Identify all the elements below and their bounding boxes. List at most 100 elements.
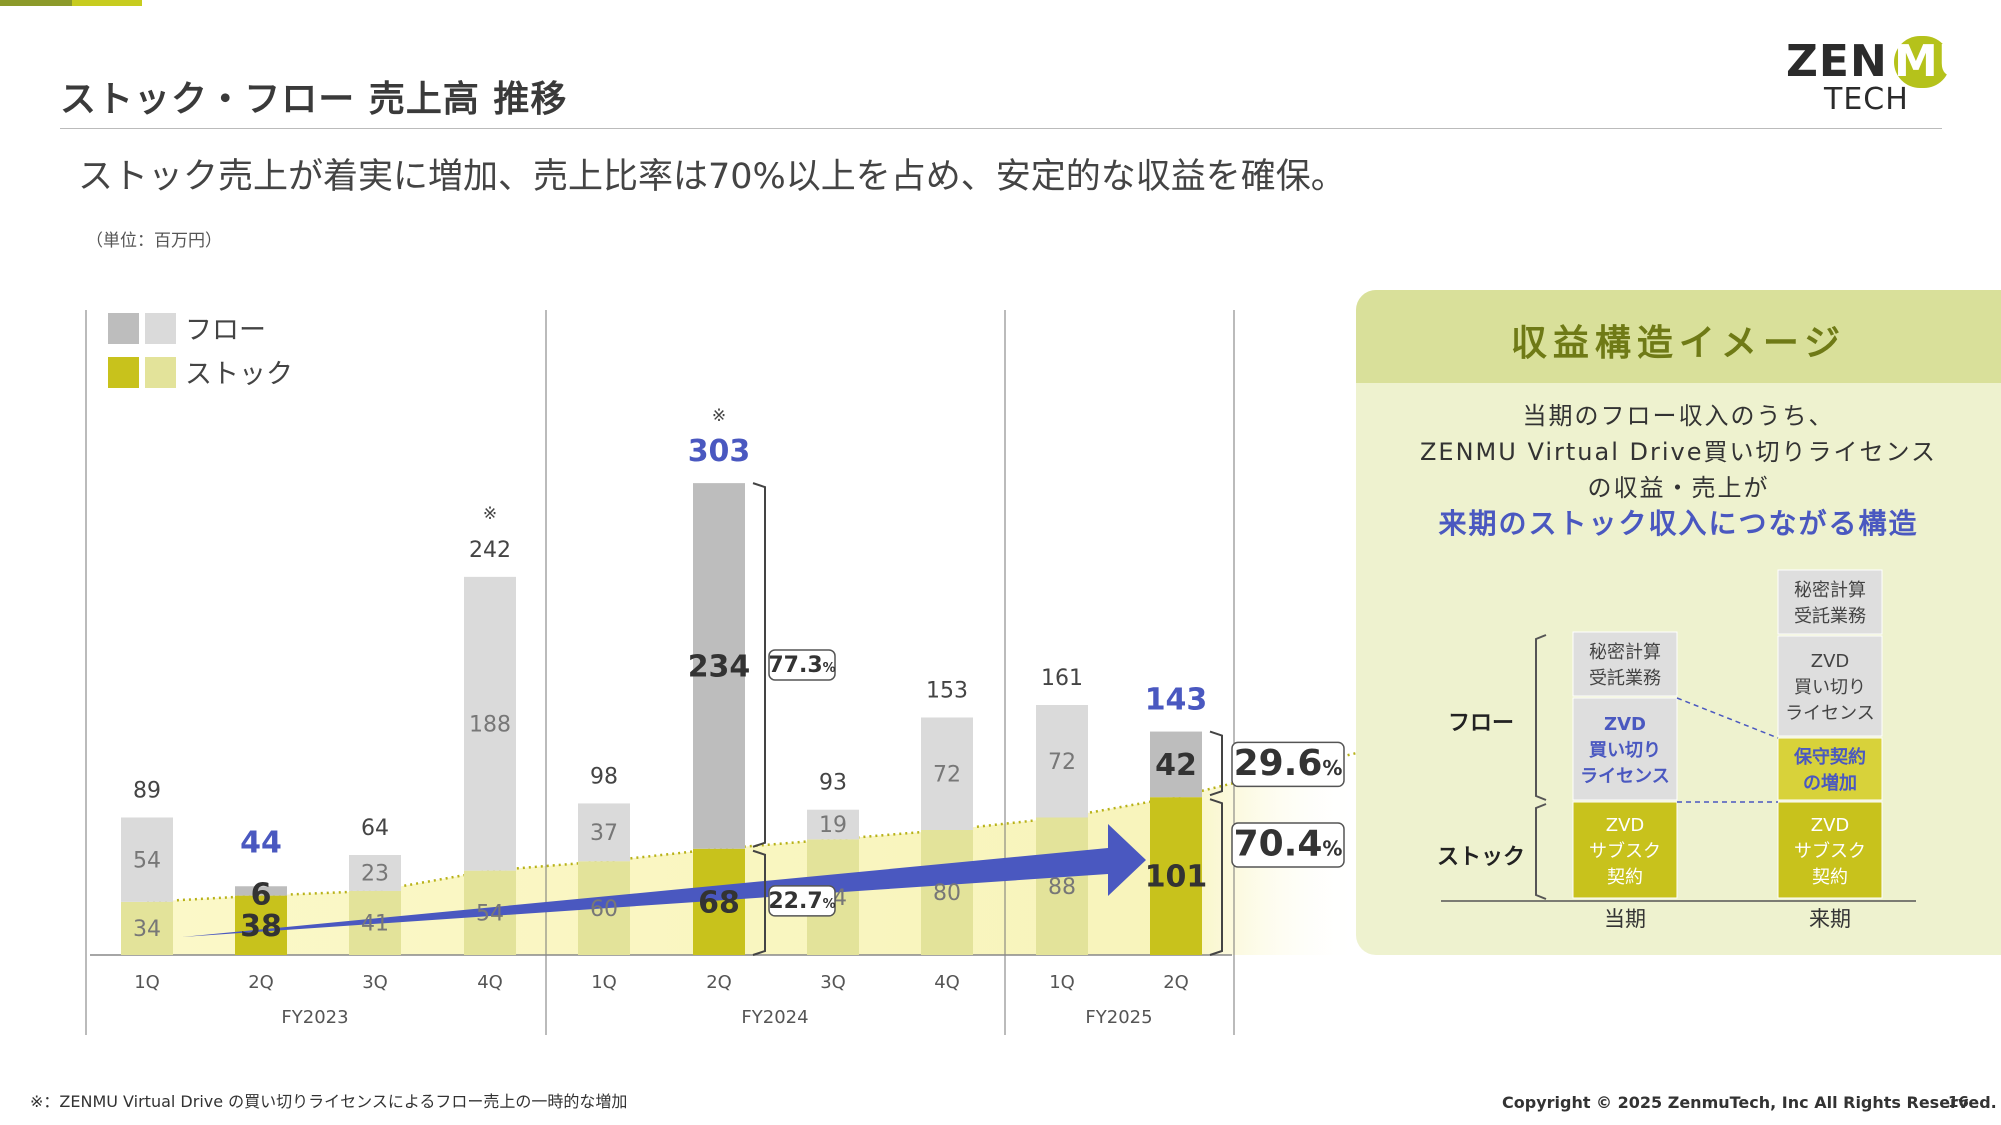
legend-swatch-stock-dark bbox=[108, 357, 139, 388]
flow-bar bbox=[1150, 731, 1202, 798]
stock-brace bbox=[1535, 803, 1547, 900]
stock-ratio-value: 70.4% bbox=[1234, 824, 1343, 865]
page-number: 16 bbox=[1948, 1093, 1969, 1111]
total-value-label: 303 bbox=[688, 434, 751, 469]
structure-block-text: ZVD bbox=[1606, 815, 1645, 836]
structure-block-text: 契約 bbox=[1812, 867, 1848, 888]
structure-block-text: サブスク bbox=[1794, 840, 1866, 862]
logo-text-mu: MU bbox=[1894, 36, 1974, 88]
structure-column-label: 来期 bbox=[1809, 907, 1851, 931]
stock-bar bbox=[121, 901, 173, 955]
stock-value-label: 80 bbox=[933, 881, 961, 906]
structure-block-text: 保守契約 bbox=[1793, 746, 1866, 768]
fiscal-year-label: FY2023 bbox=[281, 1007, 348, 1028]
flow-bar bbox=[807, 809, 859, 840]
stock-ratio-box bbox=[1231, 822, 1345, 868]
revenue-structure-panel: 収益構造イメージ 当期のフロー収入のうち、 ZENMU Virtual Driv… bbox=[1356, 290, 2001, 955]
panel-highlight-text: 来期のストック収入につながる構造 bbox=[1438, 507, 1919, 540]
flow-bar bbox=[693, 483, 745, 849]
fiscal-year-label: FY2025 bbox=[1085, 1007, 1152, 1028]
stock-bar bbox=[1150, 797, 1202, 955]
row-label-flow: フロー bbox=[1448, 711, 1514, 736]
header-accent-bar-dark bbox=[0, 0, 72, 6]
flow-value-label: 234 bbox=[688, 649, 751, 684]
flow-bracket bbox=[752, 482, 766, 848]
flow-bar bbox=[921, 717, 973, 830]
structure-block-flow bbox=[1572, 631, 1678, 697]
total-value-label: 242 bbox=[469, 538, 511, 563]
page-subtitle: ストック売上が着実に増加、売上比率は70%以上を占め、安定的な収益を確保。 bbox=[78, 157, 1346, 197]
flow-bar bbox=[121, 817, 173, 902]
connector-dashed-top bbox=[1676, 697, 1779, 739]
x-tick-label: 1Q bbox=[1049, 972, 1075, 993]
stock-value-label: 68 bbox=[698, 885, 740, 920]
asterisk-mark: ※ bbox=[712, 406, 726, 426]
logo-text-zen: ZEN bbox=[1786, 36, 1888, 87]
panel-text-line1: 当期のフロー収入のうち、 bbox=[1522, 402, 1835, 430]
header-accent-bar-light bbox=[72, 0, 142, 6]
total-value-label: 93 bbox=[819, 771, 847, 796]
structure-block-text: 買い切り bbox=[1794, 677, 1866, 698]
flow-value-label: 6 bbox=[251, 877, 272, 912]
panel-title: 収益構造イメージ bbox=[1510, 323, 1847, 364]
page-title: ストック・フロー 売上高 推移 bbox=[60, 79, 568, 120]
total-value-label: 143 bbox=[1145, 683, 1208, 718]
structure-block-text: 秘密計算 bbox=[1589, 642, 1661, 663]
total-value-label: 89 bbox=[133, 779, 161, 804]
legend-label-stock: ストック bbox=[185, 359, 293, 390]
x-tick-label: 2Q bbox=[1163, 972, 1189, 993]
total-value-label: 44 bbox=[240, 825, 282, 860]
flow-value-label: 72 bbox=[1048, 750, 1076, 775]
structure-block-stock bbox=[1777, 801, 1883, 899]
stock-flow-bar-chart: 34 54 89 386 44 41 23 64 54 188 242 60 37 98 68 234 303 7… bbox=[85, 310, 1360, 1035]
flow-bar bbox=[464, 576, 516, 871]
stock-bar bbox=[921, 830, 973, 955]
x-tick-label: 2Q bbox=[248, 972, 274, 993]
flow-brace bbox=[1535, 634, 1547, 801]
structure-block-text: 買い切り bbox=[1589, 740, 1661, 761]
structure-block-stock bbox=[1572, 801, 1678, 899]
x-tick-label: 4Q bbox=[477, 972, 503, 993]
unit-label: （単位：百万円） bbox=[86, 231, 222, 251]
stock-value-label: 41 bbox=[361, 912, 389, 937]
stock-bracket bbox=[752, 849, 766, 956]
stock-value-label: 54 bbox=[476, 902, 504, 927]
flow-value-label: 188 bbox=[469, 712, 511, 737]
title-divider bbox=[60, 128, 1942, 129]
fiscal-year-label: FY2024 bbox=[741, 1007, 808, 1028]
stock-value-label: 34 bbox=[133, 917, 161, 942]
legend-label-flow: フロー bbox=[185, 315, 266, 346]
asterisk-mark: ※ bbox=[483, 504, 497, 524]
total-value-label: 64 bbox=[361, 816, 389, 841]
structure-block-flow bbox=[1777, 569, 1883, 635]
x-tick-label: 3Q bbox=[362, 972, 388, 993]
structure-block-text: 秘密計算 bbox=[1794, 580, 1866, 601]
flow-ratio-value: 77.3% bbox=[768, 653, 835, 678]
legend-swatch-flow-dark bbox=[108, 313, 139, 344]
flow-value-label: 37 bbox=[590, 821, 618, 846]
structure-block-flow bbox=[1777, 635, 1883, 737]
revenue-structure-diagram: ZVDサブスク契約ZVD買い切りライセンス秘密計算受託業務当期ZVDサブスク契約… bbox=[1437, 569, 1916, 931]
structure-block-text: ZVD bbox=[1604, 714, 1646, 735]
stock-bar bbox=[693, 848, 745, 955]
copyright: Copyright © 2025 ZenmuTech, Inc All Righ… bbox=[1502, 1093, 1997, 1112]
flow-value-label: 54 bbox=[133, 848, 161, 873]
flow-ratio-box bbox=[768, 649, 836, 681]
panel-text-line2: ZENMU Virtual Drive買い切りライセンス bbox=[1419, 438, 1937, 466]
flow-value-label: 42 bbox=[1155, 748, 1197, 783]
structure-block-flow-blue bbox=[1572, 697, 1678, 801]
stock-bracket bbox=[1209, 798, 1223, 956]
stock-ratio-value: 22.7% bbox=[768, 889, 835, 914]
structure-block-text: ZVD bbox=[1811, 651, 1850, 672]
flow-bar bbox=[235, 886, 287, 896]
flow-bracket bbox=[1209, 730, 1223, 797]
stock-value-label: 88 bbox=[1048, 875, 1076, 900]
structure-block-text: ZVD bbox=[1811, 815, 1850, 836]
structure-block-text: サブスク bbox=[1589, 840, 1661, 862]
structure-block-text: ライセンス bbox=[1580, 766, 1670, 787]
flow-ratio-value: 29.6% bbox=[1234, 743, 1343, 784]
x-tick-label: 1Q bbox=[591, 972, 617, 993]
row-label-stock: ストック bbox=[1437, 845, 1525, 870]
stock-bar bbox=[1036, 817, 1088, 955]
x-tick-label: 1Q bbox=[134, 972, 160, 993]
